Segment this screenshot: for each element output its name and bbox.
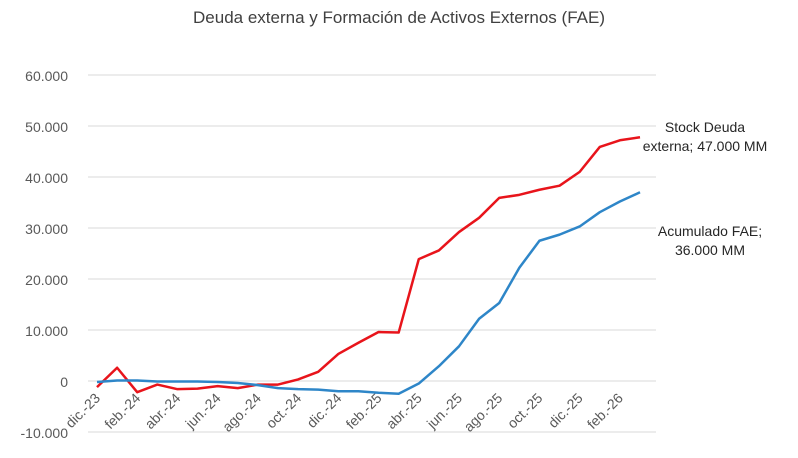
x-tick-label: oct.-25 <box>504 390 546 432</box>
x-tick-label: jun.-25 <box>423 390 465 432</box>
x-tick-label: ago.-25 <box>460 390 505 435</box>
y-tick-label: 0 <box>60 374 68 390</box>
annotation-fae: Acumulado FAE; 36.000 MM <box>650 222 770 260</box>
annotation-stock-line1: Stock Deuda <box>664 119 746 135</box>
x-tick-label: feb.-24 <box>101 390 143 432</box>
y-tick-label: 30.000 <box>25 221 68 237</box>
y-tick-label: -10.000 <box>21 425 69 441</box>
series-line-stock-deuda <box>96 135 641 394</box>
y-tick-label: 10.000 <box>25 323 68 339</box>
annotation-fae-line2: 36.000 MM <box>674 242 746 258</box>
annotation-stock-line2: externa; 47.000 MM <box>642 138 768 154</box>
x-tick-label: dic.-23 <box>62 390 103 431</box>
x-tick-label: abr.-25 <box>383 390 425 432</box>
x-tick-label: feb.-26 <box>584 390 626 432</box>
x-tick-label: abr.-24 <box>141 390 183 432</box>
y-tick-label: 40.000 <box>25 170 68 186</box>
series-line-acumulado-fae <box>96 191 641 395</box>
chart-title: Deuda externa y Formación de Activos Ext… <box>193 8 605 27</box>
y-tick-label: 60.000 <box>25 68 68 84</box>
x-tick-label: oct.-24 <box>263 390 305 432</box>
annotation-fae-line1: Acumulado FAE; <box>657 223 763 239</box>
x-tick-label: feb.-25 <box>343 390 385 432</box>
annotation-stock-deuda: Stock Deuda externa; 47.000 MM <box>640 118 770 156</box>
y-tick-label: 20.000 <box>25 272 68 288</box>
x-tick-label: dic.-24 <box>303 390 344 431</box>
x-tick-label: ago.-24 <box>219 390 264 435</box>
x-tick-label: jun.-24 <box>181 390 223 432</box>
y-tick-label: 50.000 <box>25 119 68 135</box>
x-tick-label: dic.-25 <box>545 390 586 431</box>
